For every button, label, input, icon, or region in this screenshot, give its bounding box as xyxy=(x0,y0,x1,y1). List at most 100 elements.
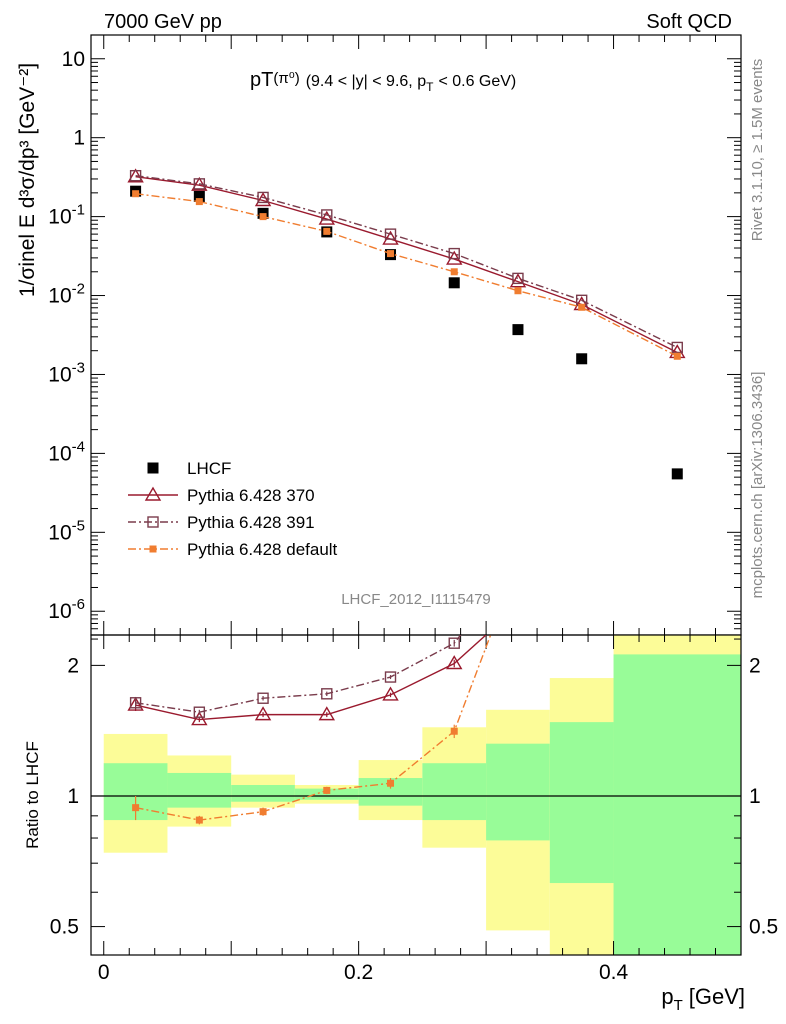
ratio-data-point xyxy=(446,655,463,670)
legend-marker xyxy=(147,516,159,528)
x-axis-label-main: p xyxy=(661,984,673,1009)
ratio-data-point xyxy=(129,697,142,709)
title-cut: < 0.6 GeV) xyxy=(438,73,516,90)
stat-uncertainty-band xyxy=(422,763,487,821)
ratio-data-point xyxy=(450,727,458,735)
ratio-data-point xyxy=(257,692,269,704)
data-point xyxy=(514,287,522,295)
mcplots-reference-label: mcplots.cern.ch [arXiv:1306.3436] xyxy=(749,372,766,599)
title-main: pT xyxy=(250,69,273,91)
ratio-y-tick-label: 2 xyxy=(67,654,79,677)
main-y-tick-base: 10 xyxy=(62,48,85,71)
data-point xyxy=(318,210,336,225)
stat-uncertainty-band xyxy=(231,785,295,802)
data-point xyxy=(448,277,460,289)
main-y-tick-exponent: -2 xyxy=(72,281,85,298)
analysis-id-label: LHCF_2012_I1115479 xyxy=(341,591,491,608)
series-line xyxy=(135,174,678,349)
x-tick-label: 0.2 xyxy=(344,961,373,984)
ratio-panel: 0 0.2 0.4 0.5 0.5 1 1 2 2 xyxy=(50,634,778,984)
ratio-y-tick-label: 1 xyxy=(67,785,79,808)
data-point xyxy=(257,191,269,204)
legend-marker xyxy=(149,545,157,553)
data-point xyxy=(193,190,205,202)
ratio-series-line xyxy=(135,635,487,721)
main-y-tick-base: 10 xyxy=(48,442,71,465)
ratio-data-point xyxy=(195,816,203,824)
ratio-data-point xyxy=(132,804,140,812)
ratio-y-axis-label: Ratio to LHCF xyxy=(23,741,42,849)
main-y-tick-label: 1 xyxy=(73,127,85,150)
data-point xyxy=(323,227,331,235)
data-point xyxy=(671,468,683,480)
ratio-data-point xyxy=(318,706,336,721)
series-line xyxy=(135,176,678,354)
data-point xyxy=(382,230,399,245)
data-point xyxy=(448,247,460,260)
data-point xyxy=(576,353,588,365)
data-point xyxy=(321,209,333,221)
data-point xyxy=(673,352,681,360)
main-y-tick-exponent: -1 xyxy=(72,202,85,219)
ratio-series-group xyxy=(127,635,492,825)
main-y-tick-base: 10 xyxy=(48,600,71,623)
legend-label: Pythia 6.428 391 xyxy=(187,513,315,532)
data-point xyxy=(195,198,203,206)
ratio-data-point xyxy=(191,711,208,726)
x-axis-label-unit: [GeV] xyxy=(689,984,745,1009)
legend-marker xyxy=(147,462,159,474)
data-point xyxy=(512,272,524,285)
main-y-tick-label: 10-3 xyxy=(48,359,85,386)
main-y-tick-label: 10-5 xyxy=(48,517,85,544)
rivet-version-label: Rivet 3.1.10, ≥ 1.5M events xyxy=(749,59,766,242)
main-y-tick-base: 10 xyxy=(48,285,71,308)
main-y-tick-exponent: -5 xyxy=(72,517,85,534)
stat-uncertainty-band xyxy=(486,743,550,841)
ratio-plot-frame xyxy=(90,634,742,956)
ratio-data-point xyxy=(193,706,206,718)
ratio-data-point xyxy=(321,688,333,700)
title-subscript: T xyxy=(426,80,434,94)
data-point xyxy=(129,169,142,182)
ratio-series-line xyxy=(135,635,462,713)
x-tick-label: 0 xyxy=(98,961,110,984)
legend-label: Pythia 6.428 370 xyxy=(187,486,315,505)
data-point xyxy=(578,303,586,311)
main-y-tick-label: 10-1 xyxy=(48,202,85,229)
main-y-tick-label: 10-4 xyxy=(48,438,85,465)
title-range: (9.4 < |y| < 9.6, p xyxy=(306,73,426,90)
data-point xyxy=(384,228,397,240)
ratio-y-tick-label: 0.5 xyxy=(50,916,79,939)
ratio-data-point xyxy=(384,671,397,683)
series-line xyxy=(135,193,678,357)
main-y-tick-base: 10 xyxy=(48,363,71,386)
ratio-data-point xyxy=(254,706,272,721)
ratio-y-tick-label-right: 1 xyxy=(749,785,761,808)
data-point xyxy=(450,268,458,276)
legend-label: Pythia 6.428 default xyxy=(187,540,338,559)
main-y-axis-label: 1/σinel E d³σ/dp³ [GeV⁻²] xyxy=(16,63,39,297)
energy-label: 7000 GeV pp xyxy=(104,11,222,33)
main-y-tick-base: 10 xyxy=(48,521,71,544)
main-y-tick-exponent: -6 xyxy=(72,596,85,613)
process-label: Soft QCD xyxy=(646,11,732,33)
data-point xyxy=(259,213,267,221)
title-superscript: (π⁰) xyxy=(273,70,299,87)
ratio-y-tick-label-right: 0.5 xyxy=(749,916,778,939)
data-point xyxy=(193,178,206,190)
x-tick-label: 0.4 xyxy=(599,961,629,984)
main-y-tick-exponent: -4 xyxy=(72,438,85,455)
main-y-tick-label: 10-2 xyxy=(48,281,85,308)
data-point xyxy=(387,250,395,258)
legend-label: LHCF xyxy=(187,459,231,478)
ratio-data-point xyxy=(323,786,331,794)
stat-uncertainty-band xyxy=(549,722,614,884)
legend-marker xyxy=(144,486,162,501)
ratio-data-point xyxy=(387,779,395,787)
stat-uncertainty-band xyxy=(167,772,232,808)
data-point xyxy=(254,192,272,207)
main-y-tick-label: 10 xyxy=(62,48,85,71)
main-y-tick-label: 10-6 xyxy=(48,596,85,623)
